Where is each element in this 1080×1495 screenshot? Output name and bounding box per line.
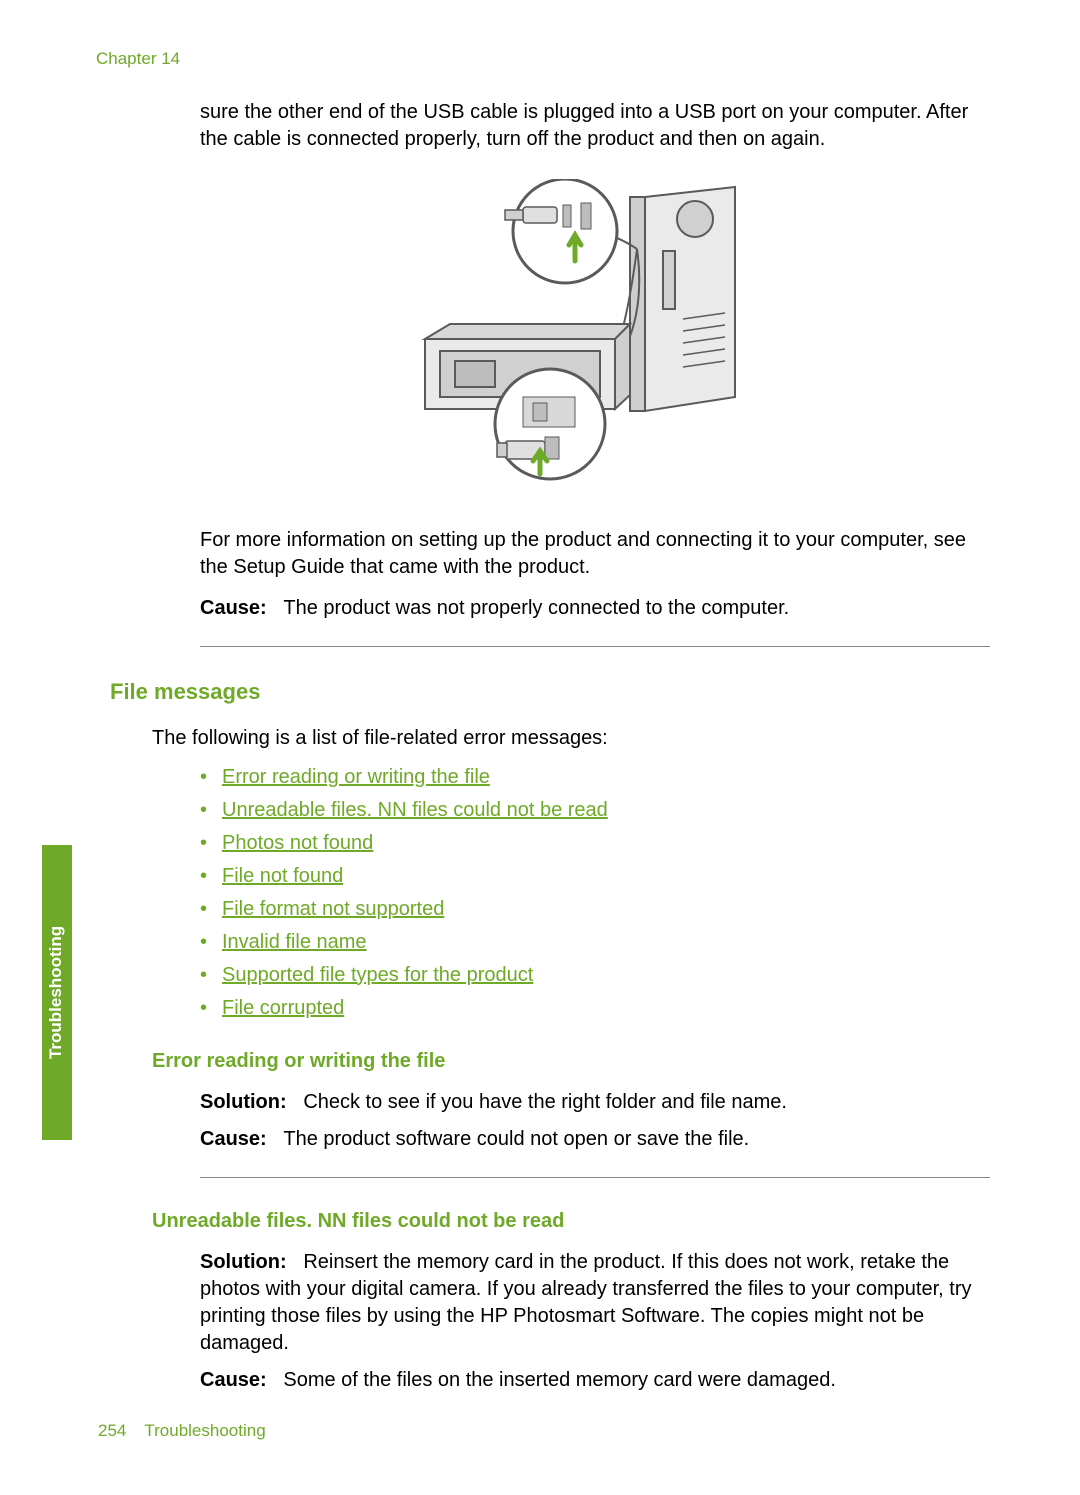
error-link[interactable]: Photos not found	[222, 832, 373, 854]
sub1-cause-text: The product software could not open or s…	[283, 1128, 749, 1150]
top-cause-text: The product was not properly connected t…	[283, 597, 789, 619]
list-item: Supported file types for the product	[200, 962, 990, 989]
side-tab: Troubleshooting	[42, 845, 72, 1140]
footer-section: Troubleshooting	[144, 1421, 265, 1440]
intro-paragraph-2: For more information on setting up the p…	[200, 527, 990, 581]
diagram-container	[200, 179, 990, 497]
sub2-heading: Unreadable files. NN files could not be …	[152, 1208, 990, 1235]
sub2-cause-line: Cause: Some of the files on the inserted…	[200, 1367, 990, 1394]
divider-1	[200, 646, 990, 647]
error-links-list: Error reading or writing the file Unread…	[200, 764, 990, 1022]
error-link[interactable]: Error reading or writing the file	[222, 766, 490, 788]
sub1-solution-line: Solution: Check to see if you have the r…	[200, 1089, 990, 1116]
solution-label: Solution:	[200, 1251, 287, 1273]
cause-label: Cause:	[200, 1128, 267, 1150]
cause-label: Cause:	[200, 1369, 267, 1391]
list-item: Photos not found	[200, 830, 990, 857]
sub1-heading: Error reading or writing the file	[152, 1048, 990, 1075]
usb-connection-diagram	[405, 179, 785, 489]
divider-2	[200, 1177, 990, 1178]
error-link[interactable]: File not found	[222, 865, 343, 887]
sub1-cause-line: Cause: The product software could not op…	[200, 1126, 990, 1153]
sub2-solution-line: Solution: Reinsert the memory card in th…	[200, 1249, 990, 1357]
sub2-solution-text: Reinsert the memory card in the product.…	[200, 1251, 971, 1354]
list-item: Invalid file name	[200, 929, 990, 956]
side-tab-label: Troubleshooting	[46, 926, 69, 1059]
file-messages-intro: The following is a list of file-related …	[152, 725, 990, 752]
error-link[interactable]: File format not supported	[222, 898, 444, 920]
page: Chapter 14 sure the other end of the USB…	[0, 0, 1080, 1495]
list-item: File corrupted	[200, 995, 990, 1022]
error-link[interactable]: Supported file types for the product	[222, 964, 533, 986]
page-footer: 254 Troubleshooting	[98, 1420, 266, 1443]
file-messages-heading: File messages	[110, 677, 990, 707]
list-item: Unreadable files. NN files could not be …	[200, 797, 990, 824]
top-cause-line: Cause: The product was not properly conn…	[200, 595, 990, 622]
sub1-solution-text: Check to see if you have the right folde…	[303, 1091, 787, 1113]
solution-label: Solution:	[200, 1091, 287, 1113]
error-link[interactable]: Unreadable files. NN files could not be …	[222, 799, 608, 821]
list-item: Error reading or writing the file	[200, 764, 990, 791]
sub2-cause-text: Some of the files on the inserted memory…	[283, 1369, 836, 1391]
error-link[interactable]: Invalid file name	[222, 931, 367, 953]
cause-label: Cause:	[200, 597, 267, 619]
intro-paragraph-1: sure the other end of the USB cable is p…	[200, 99, 990, 153]
error-link[interactable]: File corrupted	[222, 997, 344, 1019]
chapter-header: Chapter 14	[96, 48, 990, 71]
list-item: File format not supported	[200, 896, 990, 923]
list-item: File not found	[200, 863, 990, 890]
content-column: sure the other end of the USB cable is p…	[110, 99, 990, 1394]
page-number: 254	[98, 1421, 126, 1440]
